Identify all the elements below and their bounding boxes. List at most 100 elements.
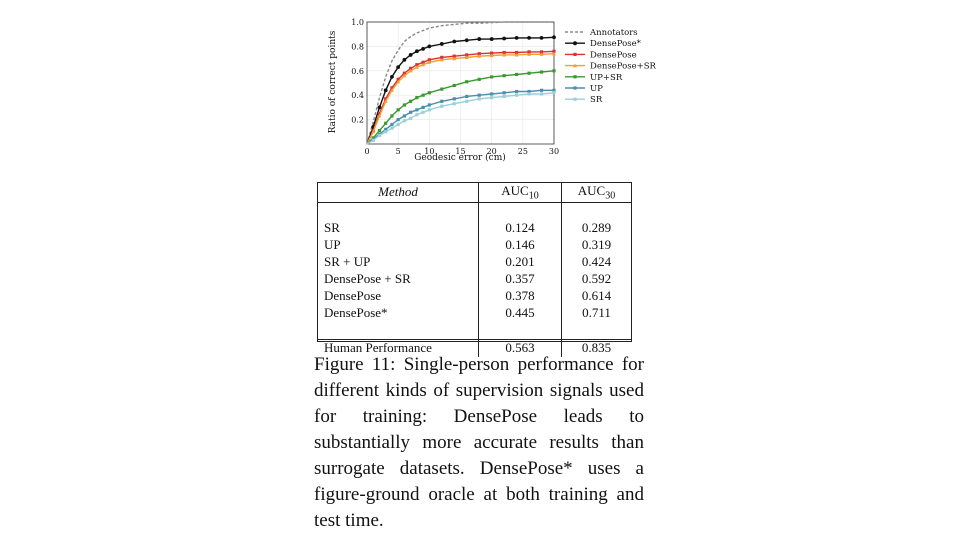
data-point [427, 103, 431, 107]
data-point [414, 49, 419, 54]
row-method: DensePose* [318, 304, 479, 322]
legend-marker [573, 41, 577, 46]
data-point [515, 50, 519, 55]
data-point [552, 69, 556, 73]
data-point [396, 118, 400, 122]
series-line [366, 21, 554, 145]
legend-label: Annotators [589, 28, 638, 38]
legend-marker [573, 52, 577, 56]
x-tick-label: 30 [549, 147, 559, 156]
data-point [396, 122, 400, 127]
data-point [477, 54, 482, 58]
table-row: SR 0.124 0.289 [318, 219, 631, 237]
row-auc30: 0.592 [581, 271, 612, 287]
legend-label: UP+SR [590, 73, 623, 83]
row-auc30: 0.614 [581, 288, 612, 304]
header-method: Method [318, 183, 479, 203]
row-method: DensePose [318, 287, 479, 305]
legend-label: SR [590, 95, 603, 105]
data-point [502, 74, 506, 78]
data-point [465, 99, 469, 103]
geodesic-error-chart: 0 5 10 15 20 25 30 0.2 0.4 0.6 0.8 1.0 Ratio of cor… [328, 18, 657, 163]
data-point [465, 80, 469, 84]
data-point [477, 37, 482, 41]
data-point [452, 97, 456, 101]
y-tick-label: 0.4 [351, 91, 364, 100]
data-point [415, 96, 419, 100]
header-auc10-label: AUC [501, 183, 529, 198]
row-auc10: 0.146 [478, 236, 562, 254]
data-point [465, 53, 469, 57]
data-point [490, 51, 494, 55]
legend-marker [573, 97, 577, 101]
row-auc30: 0.289 [581, 220, 612, 236]
data-point [514, 52, 519, 57]
legend-label: DensePose+SR [590, 62, 657, 72]
data-point [409, 99, 413, 103]
header-auc30: AUC30 [561, 183, 631, 203]
y-axis-label: Ratio of correct points [328, 30, 338, 133]
data-point [421, 93, 425, 97]
data-point [377, 113, 382, 118]
data-point [452, 83, 456, 88]
data-point [515, 72, 519, 77]
table-row: UP 0.146 0.319 [318, 236, 631, 254]
y-tick-label: 0.6 [351, 67, 364, 76]
data-point [439, 57, 444, 62]
figure-caption: Figure 11: Single-person performance for… [314, 352, 644, 534]
data-point [396, 79, 401, 84]
table-spacer [318, 321, 631, 340]
data-point [489, 53, 494, 58]
header-auc10: AUC10 [478, 183, 562, 203]
data-point [421, 105, 425, 109]
data-point [377, 128, 382, 133]
data-point [490, 75, 494, 79]
row-method: SR [318, 219, 479, 237]
data-point [427, 60, 432, 64]
data-point [409, 110, 413, 114]
data-point [477, 77, 481, 81]
data-point [539, 70, 544, 74]
y-tick-label: 0.2 [351, 116, 364, 125]
data-point [377, 111, 382, 116]
data-point [402, 103, 406, 107]
data-point [415, 113, 419, 117]
x-tick-label: 0 [364, 147, 369, 156]
data-point [390, 75, 394, 79]
data-point [384, 121, 388, 125]
legend-label: DensePose [590, 50, 637, 60]
data-point [409, 116, 413, 120]
legend-label: DensePose* [590, 39, 642, 49]
data-point [402, 57, 407, 62]
data-point [477, 93, 481, 97]
header-auc30-label: AUC [577, 183, 606, 198]
x-tick-label: 25 [518, 147, 528, 156]
data-point [514, 35, 519, 40]
data-point [515, 93, 519, 97]
data-point [452, 56, 457, 61]
row-auc30: 0.711 [582, 305, 611, 321]
caption-text: Figure 11: Single-person performance for… [314, 354, 644, 531]
data-point [421, 46, 425, 51]
header-auc30-sub: 30 [605, 190, 616, 202]
data-point [502, 52, 507, 57]
data-point [490, 92, 494, 96]
data-point [402, 119, 406, 123]
data-point [527, 35, 531, 40]
legend-marker [573, 63, 577, 68]
row-method: SR + UP [318, 253, 479, 271]
data-point [390, 126, 394, 130]
data-point [539, 35, 544, 40]
data-point [440, 87, 444, 91]
data-point [502, 94, 506, 99]
data-point [552, 51, 556, 56]
row-auc30: 0.319 [581, 237, 612, 253]
row-method: DensePose + SR [318, 270, 479, 288]
data-point [402, 73, 407, 78]
data-point [539, 50, 544, 54]
data-point [421, 60, 425, 64]
data-point [414, 65, 419, 69]
legend-label: UP [590, 84, 603, 94]
data-point [489, 37, 494, 41]
